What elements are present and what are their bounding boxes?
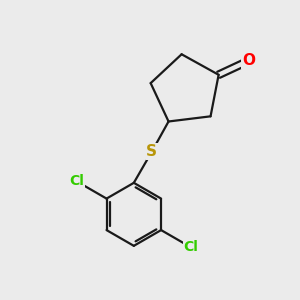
Text: O: O: [242, 53, 255, 68]
Text: Cl: Cl: [184, 240, 198, 254]
Text: S: S: [146, 144, 157, 159]
Text: Cl: Cl: [69, 174, 84, 188]
